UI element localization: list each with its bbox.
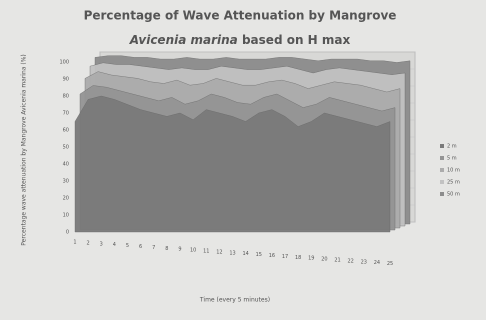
x-tick-label: 7 (152, 245, 155, 251)
x-tick-label: 15 (256, 252, 262, 258)
y-tick-label: 10 (63, 213, 69, 219)
y-tick-label: 0 (66, 230, 69, 236)
x-tick-label: 19 (308, 256, 314, 262)
y-axis-label: Percentage wave attenuation by Mangrove … (21, 54, 28, 245)
x-tick-label: 8 (165, 246, 168, 252)
x-tick-label: 9 (178, 247, 181, 253)
x-tick-label: 17 (282, 254, 288, 260)
x-tick-label: 13 (229, 250, 235, 256)
x-tick-label: 16 (269, 253, 275, 259)
legend-label: 25 m (447, 180, 460, 186)
x-tick-label: 20 (321, 257, 327, 263)
x-tick-label: 25 (387, 261, 393, 267)
chart-title: Percentage of Wave Attenuation by Mangro… (84, 9, 397, 23)
legend-swatch (440, 180, 444, 184)
subtitle-rest: based on H max (242, 33, 351, 47)
x-tick-label: 22 (347, 258, 353, 264)
y-tick-label: 100 (59, 60, 69, 66)
legend-label: 10 m (447, 168, 460, 174)
legend-swatch (440, 168, 444, 172)
x-tick-label: 24 (374, 260, 380, 266)
x-tick-label: 23 (361, 259, 367, 265)
legend-swatch (440, 192, 444, 196)
legend-label: 5 m (447, 156, 457, 162)
y-tick-label: 70 (63, 111, 69, 117)
y-tick-label: 30 (63, 179, 69, 185)
x-tick-label: 5 (126, 243, 129, 249)
x-tick-label: 14 (242, 251, 248, 257)
y-tick-label: 20 (63, 196, 69, 202)
x-tick-label: 3 (100, 241, 103, 247)
legend-swatch (440, 156, 444, 160)
legend-label: 2 m (447, 144, 457, 150)
x-tick-label: 21 (334, 258, 340, 264)
legend-swatch (440, 144, 444, 148)
subtitle-species: Avicenia marina (129, 33, 238, 47)
chart-subtitle: Avicenia marina based on H max (129, 33, 351, 47)
x-tick-label: 6 (139, 244, 142, 250)
x-tick-label: 4 (113, 242, 116, 248)
legend-label: 50 m (447, 192, 460, 198)
x-tick-label: 2 (87, 240, 90, 246)
y-tick-label: 60 (63, 128, 69, 134)
x-tick-label: 18 (295, 255, 301, 261)
x-tick-label: 12 (216, 249, 222, 255)
x-axis-label: Time (every 5 minutes) (199, 297, 270, 304)
x-tick-label: 11 (203, 249, 209, 255)
y-tick-label: 50 (63, 145, 69, 151)
y-tick-label: 80 (63, 94, 69, 100)
x-tick-label: 10 (190, 248, 196, 254)
area (74, 95, 391, 233)
y-tick-label: 90 (63, 77, 69, 83)
x-tick-label: 1 (73, 240, 76, 246)
y-tick-label: 40 (63, 162, 69, 168)
